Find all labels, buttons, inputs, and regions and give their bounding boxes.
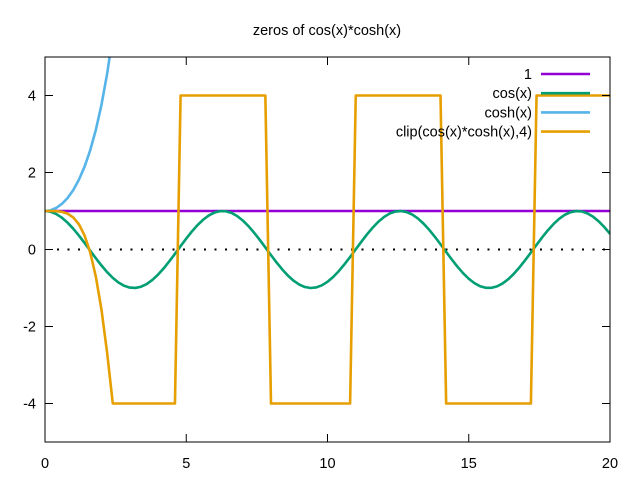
y-tick-label: 4: [28, 89, 36, 105]
y-tick-label: 2: [28, 166, 36, 182]
zero-line-dot: [466, 248, 469, 251]
y-tick-label: -2: [23, 320, 36, 336]
zero-line-dot: [151, 248, 154, 251]
zero-line-dot: [162, 248, 164, 251]
zero-line-dot: [99, 248, 101, 251]
zero-line-dot: [550, 248, 553, 251]
zero-line-dot: [582, 248, 584, 251]
zero-line-dot: [141, 248, 143, 251]
zero-line-dot: [277, 248, 280, 251]
zero-line-dot: [372, 248, 374, 251]
zero-line-dot: [235, 248, 238, 251]
zero-line-dot: [172, 248, 175, 251]
zero-line-dot: [361, 248, 364, 251]
zero-line-dot: [403, 248, 406, 251]
zero-line-dot: [246, 248, 248, 251]
zero-line-dot: [393, 248, 395, 251]
zero-line-dot: [456, 248, 458, 251]
y-tick-label: -4: [23, 397, 36, 413]
series-line-3: [45, 94, 610, 405]
zero-line-dot: [309, 248, 311, 251]
zero-line-dot: [508, 248, 511, 251]
zero-line-dot: [214, 248, 217, 251]
zero-line-dot: [319, 248, 322, 251]
legend-label: 1: [524, 67, 532, 83]
zero-line-dot: [298, 248, 301, 251]
x-tick-label: 5: [182, 456, 190, 472]
zero-line-dot: [382, 248, 385, 251]
legend-label: cosh(x): [484, 105, 532, 121]
zero-line-dot: [529, 248, 532, 251]
legend: 1 cos(x) cosh(x) clip(cos(x)*cosh(x),4): [396, 67, 590, 141]
zero-line-dot: [204, 248, 206, 251]
legend-label: cos(x): [493, 86, 532, 102]
x-tick-label: 10: [319, 456, 335, 472]
zero-line-dot: [540, 248, 542, 251]
x-tick-label: 20: [602, 456, 618, 472]
zero-line-dot: [477, 248, 479, 251]
zero-line-dot: [130, 248, 133, 251]
y-tick-label: 0: [28, 243, 36, 259]
zero-line-dot: [445, 248, 448, 251]
chart-title: zeros of cos(x)*cosh(x): [253, 23, 401, 39]
zero-line-dot: [120, 248, 122, 251]
x-axis: 0 5 10 15 20: [41, 57, 618, 472]
zero-line-dot: [109, 248, 112, 251]
zero-line-dot: [256, 248, 259, 251]
zero-line-dot: [78, 248, 80, 251]
zero-line-dot: [414, 248, 416, 251]
zero-line-dot: [330, 248, 332, 251]
zero-line-dot: [225, 248, 227, 251]
y-axis: -4 -2 0 2 4: [23, 89, 610, 413]
zero-line-dot: [183, 248, 185, 251]
legend-label: clip(cos(x)*cosh(x),4): [396, 125, 532, 141]
zero-line-dot: [193, 248, 196, 251]
x-tick-label: 15: [461, 456, 477, 472]
zero-line-dot: [288, 248, 290, 251]
zero-line-dot: [57, 248, 59, 251]
zero-line: [57, 248, 605, 251]
zero-line-dot: [561, 248, 563, 251]
zero-line-dot: [592, 248, 595, 251]
zero-line-dot: [498, 248, 500, 251]
zero-line-dot: [340, 248, 343, 251]
x-tick-label: 0: [41, 456, 49, 472]
series-line-1: [45, 209, 610, 290]
zero-line-dot: [67, 248, 70, 251]
zero-line-dot: [571, 248, 574, 251]
series-layer: [45, 57, 610, 405]
zero-line-dot: [424, 248, 427, 251]
zero-line-dot: [435, 248, 437, 251]
zero-line-dot: [487, 248, 490, 251]
zero-line-dot: [519, 248, 521, 251]
